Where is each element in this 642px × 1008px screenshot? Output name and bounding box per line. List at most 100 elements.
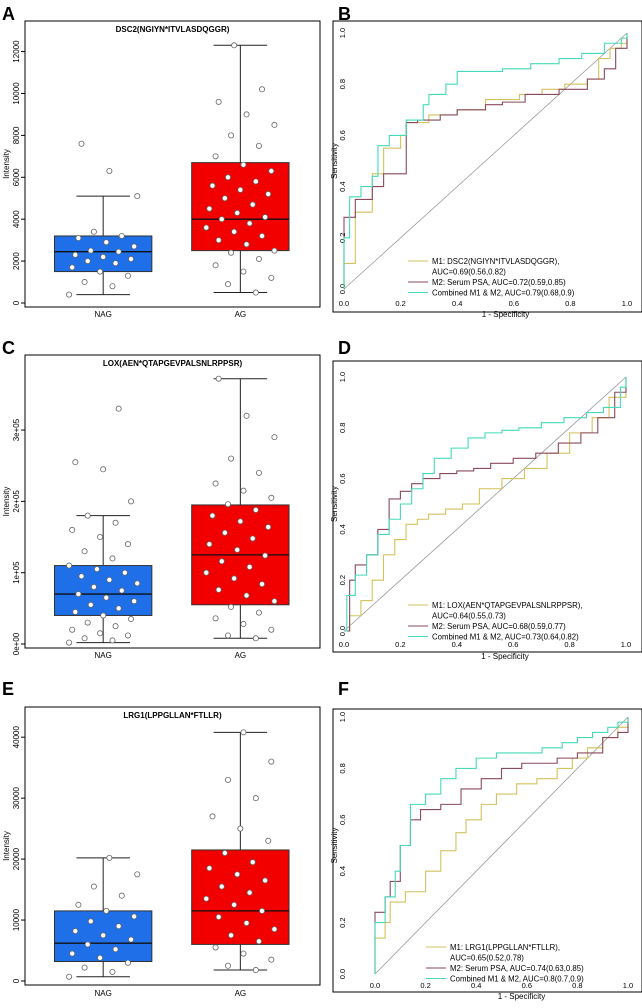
data-point [128, 616, 135, 623]
plot-frame [332, 360, 642, 653]
data-point [112, 519, 119, 526]
data-point [231, 42, 238, 49]
data-point [271, 247, 278, 254]
data-point [268, 494, 275, 501]
data-point [240, 621, 247, 628]
data-point [100, 612, 107, 619]
y-tick-label: 0.8 [338, 763, 347, 773]
data-point [106, 167, 113, 174]
data-point [97, 534, 104, 541]
data-point [100, 466, 107, 473]
data-point [252, 635, 259, 642]
y-tick-label: 2e+05 [12, 490, 21, 513]
y-tick-label: 0.2 [338, 575, 347, 585]
x-tick-label: 0.8 [564, 640, 574, 649]
reference-diagonal [343, 32, 628, 290]
data-point [109, 555, 116, 562]
y-tick-label: 0.0 [338, 969, 347, 979]
y-axis-label: Sensitivity [330, 827, 339, 863]
data-point [240, 161, 247, 168]
panel-f-roc: F 0.0 0.0 0.2 0.2 0.4 0.4 0.6 0.6 0.8 0.8 1.0 1.0 1 … [330, 679, 642, 1001]
data-point [106, 854, 113, 861]
data-point [128, 498, 135, 505]
data-point [240, 487, 247, 494]
iqr-box [191, 162, 290, 252]
data-point [249, 535, 256, 542]
data-point [134, 193, 141, 200]
roc-curve-series-2 [343, 33, 628, 289]
y-tick-label: 30000 [12, 786, 21, 809]
data-point [100, 253, 107, 260]
data-point [118, 232, 125, 239]
roc-curve-series-3 [343, 33, 628, 289]
legend-entry: AUC=0.65(0.52,0.78) [450, 954, 524, 963]
data-point [252, 506, 259, 513]
data-point [215, 98, 222, 105]
x-tick-label: 0.0 [370, 981, 380, 990]
data-point [271, 434, 278, 441]
data-point [109, 283, 116, 290]
roc-curve-series-1 [344, 377, 627, 632]
data-point [243, 111, 250, 118]
data-point [231, 575, 238, 582]
data-point [262, 877, 269, 884]
data-point [224, 281, 231, 288]
roc-curve-series-3 [374, 717, 629, 974]
data-point [237, 825, 244, 832]
data-point [268, 956, 275, 963]
y-tick-label: 1.0 [338, 372, 347, 382]
y-tick-label: 1.0 [338, 28, 347, 38]
x-tick-label: 0.4 [471, 981, 481, 990]
x-tick-label: 0.6 [508, 640, 518, 649]
data-point [112, 623, 119, 630]
panel-d-roc: D 0.0 0.0 0.2 0.2 0.4 0.4 0.6 0.6 0.8 0.8 1.0 1.0 1 … [330, 338, 642, 661]
data-point [252, 289, 259, 296]
y-tick-label: 0.6 [338, 130, 347, 140]
data-point [124, 632, 131, 639]
data-point [128, 255, 135, 262]
legend-entry: Combined M1 & M2, AUC=0.79(0.68,0.9) [432, 289, 575, 298]
data-point [131, 598, 138, 605]
y-tick-label: 10000 [12, 908, 21, 931]
data-point [112, 946, 119, 953]
x-tick-label: 0.8 [572, 981, 582, 990]
data-point [87, 918, 94, 925]
data-point [240, 268, 247, 275]
y-tick-label: 6000 [12, 168, 21, 186]
data-point [212, 944, 219, 951]
legend-entry: M2: Serum PSA, AUC=0.72(0.59,0.85) [432, 278, 566, 287]
y-axis-label: Sensitivity [330, 486, 339, 522]
data-point [75, 591, 82, 598]
y-tick-label: 8000 [12, 126, 21, 144]
x-tick-label: 0.2 [395, 640, 405, 649]
data-point [243, 920, 250, 927]
y-tick-label: 0.6 [338, 815, 347, 825]
data-point [234, 871, 241, 878]
data-point [252, 967, 259, 974]
data-point [124, 541, 131, 548]
y-tick-label: 0.8 [338, 423, 347, 433]
x-tick-label: 0.0 [339, 299, 349, 308]
data-point [259, 907, 266, 914]
data-point [134, 871, 141, 878]
legend-entry: M1: LRG1(LPPGLLAN*FTLLR), [450, 943, 560, 952]
data-point [115, 605, 122, 612]
x-category-label: AG [235, 651, 247, 660]
plot-frame [332, 708, 642, 993]
panel-label-c: C [2, 338, 15, 358]
data-point [252, 178, 259, 185]
roc-curve-series-1 [374, 717, 629, 974]
x-category-label: AG [235, 989, 247, 998]
data-point [75, 901, 82, 908]
data-point [66, 562, 73, 569]
x-tick-label: 0.6 [522, 981, 532, 990]
data-point [112, 260, 119, 267]
data-point [234, 209, 241, 216]
panel-b-roc: B 0.0 0.0 0.2 0.2 0.4 0.4 0.6 0.6 0.8 0.8 1.0 1.0 1 … [330, 4, 642, 319]
data-point [255, 255, 262, 262]
panel-label-e: E [2, 679, 14, 699]
data-point [243, 592, 250, 599]
data-point [240, 950, 247, 957]
data-point [81, 964, 88, 971]
